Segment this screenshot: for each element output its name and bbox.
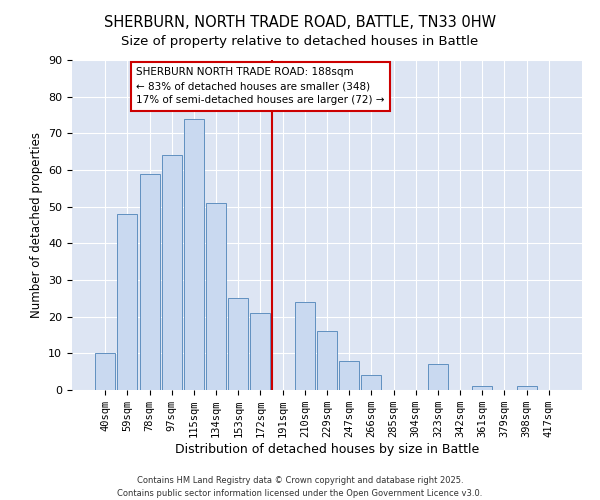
X-axis label: Distribution of detached houses by size in Battle: Distribution of detached houses by size …: [175, 443, 479, 456]
Bar: [250, 313, 271, 390]
Text: SHERBURN NORTH TRADE ROAD: 188sqm
← 83% of detached houses are smaller (348)
17%: SHERBURN NORTH TRADE ROAD: 188sqm ← 83% …: [136, 68, 385, 106]
Bar: [428, 364, 448, 390]
Bar: [295, 302, 315, 390]
Bar: [361, 376, 382, 390]
Bar: [339, 360, 359, 390]
Bar: [184, 118, 204, 390]
Bar: [118, 214, 137, 390]
Bar: [162, 156, 182, 390]
Text: Size of property relative to detached houses in Battle: Size of property relative to detached ho…: [121, 35, 479, 48]
Y-axis label: Number of detached properties: Number of detached properties: [29, 132, 43, 318]
Bar: [472, 386, 492, 390]
Bar: [517, 386, 536, 390]
Text: Contains HM Land Registry data © Crown copyright and database right 2025.
Contai: Contains HM Land Registry data © Crown c…: [118, 476, 482, 498]
Bar: [228, 298, 248, 390]
Bar: [206, 203, 226, 390]
Text: SHERBURN, NORTH TRADE ROAD, BATTLE, TN33 0HW: SHERBURN, NORTH TRADE ROAD, BATTLE, TN33…: [104, 15, 496, 30]
Bar: [95, 354, 115, 390]
Bar: [140, 174, 160, 390]
Bar: [317, 332, 337, 390]
